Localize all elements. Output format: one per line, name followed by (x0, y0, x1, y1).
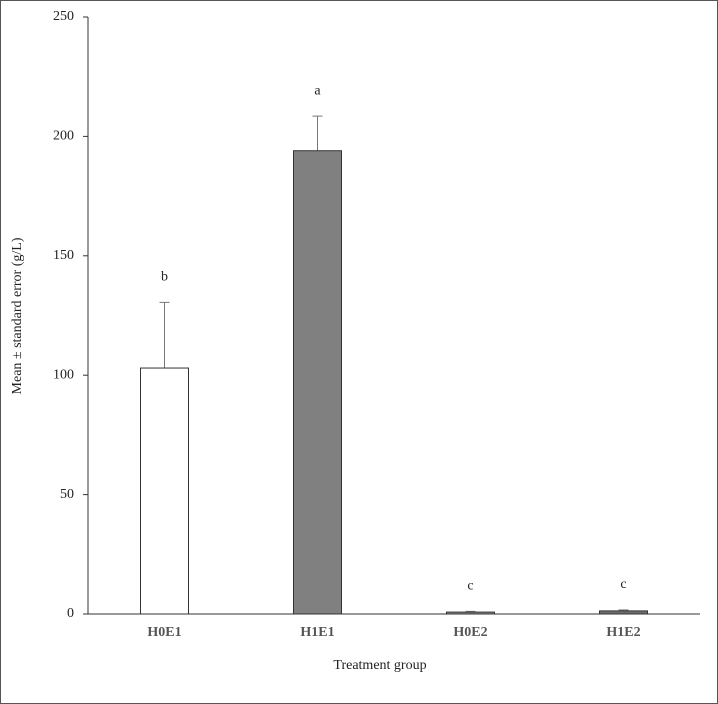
significance-letter: c (467, 579, 473, 594)
y-tick-label: 50 (60, 487, 74, 502)
x-tick-label: H1E2 (606, 625, 640, 640)
bar (140, 367, 189, 615)
x-tick-label: H0E2 (453, 625, 487, 640)
y-tick-label: 100 (53, 367, 74, 382)
significance-letter: a (314, 83, 321, 98)
bar (293, 150, 342, 615)
y-axis-title: Mean ± standard error (g/L) (10, 237, 25, 394)
y-tick-label: 200 (53, 129, 74, 144)
y-tick-label: 250 (53, 9, 74, 24)
significance-letter: c (620, 577, 626, 592)
y-tick-label: 0 (67, 606, 74, 621)
x-tick-label: H0E1 (147, 625, 181, 640)
x-axis-title: Treatment group (333, 658, 426, 673)
x-tick-label: H1E1 (300, 625, 334, 640)
y-tick-label: 150 (53, 248, 74, 263)
significance-letter: b (161, 270, 168, 285)
